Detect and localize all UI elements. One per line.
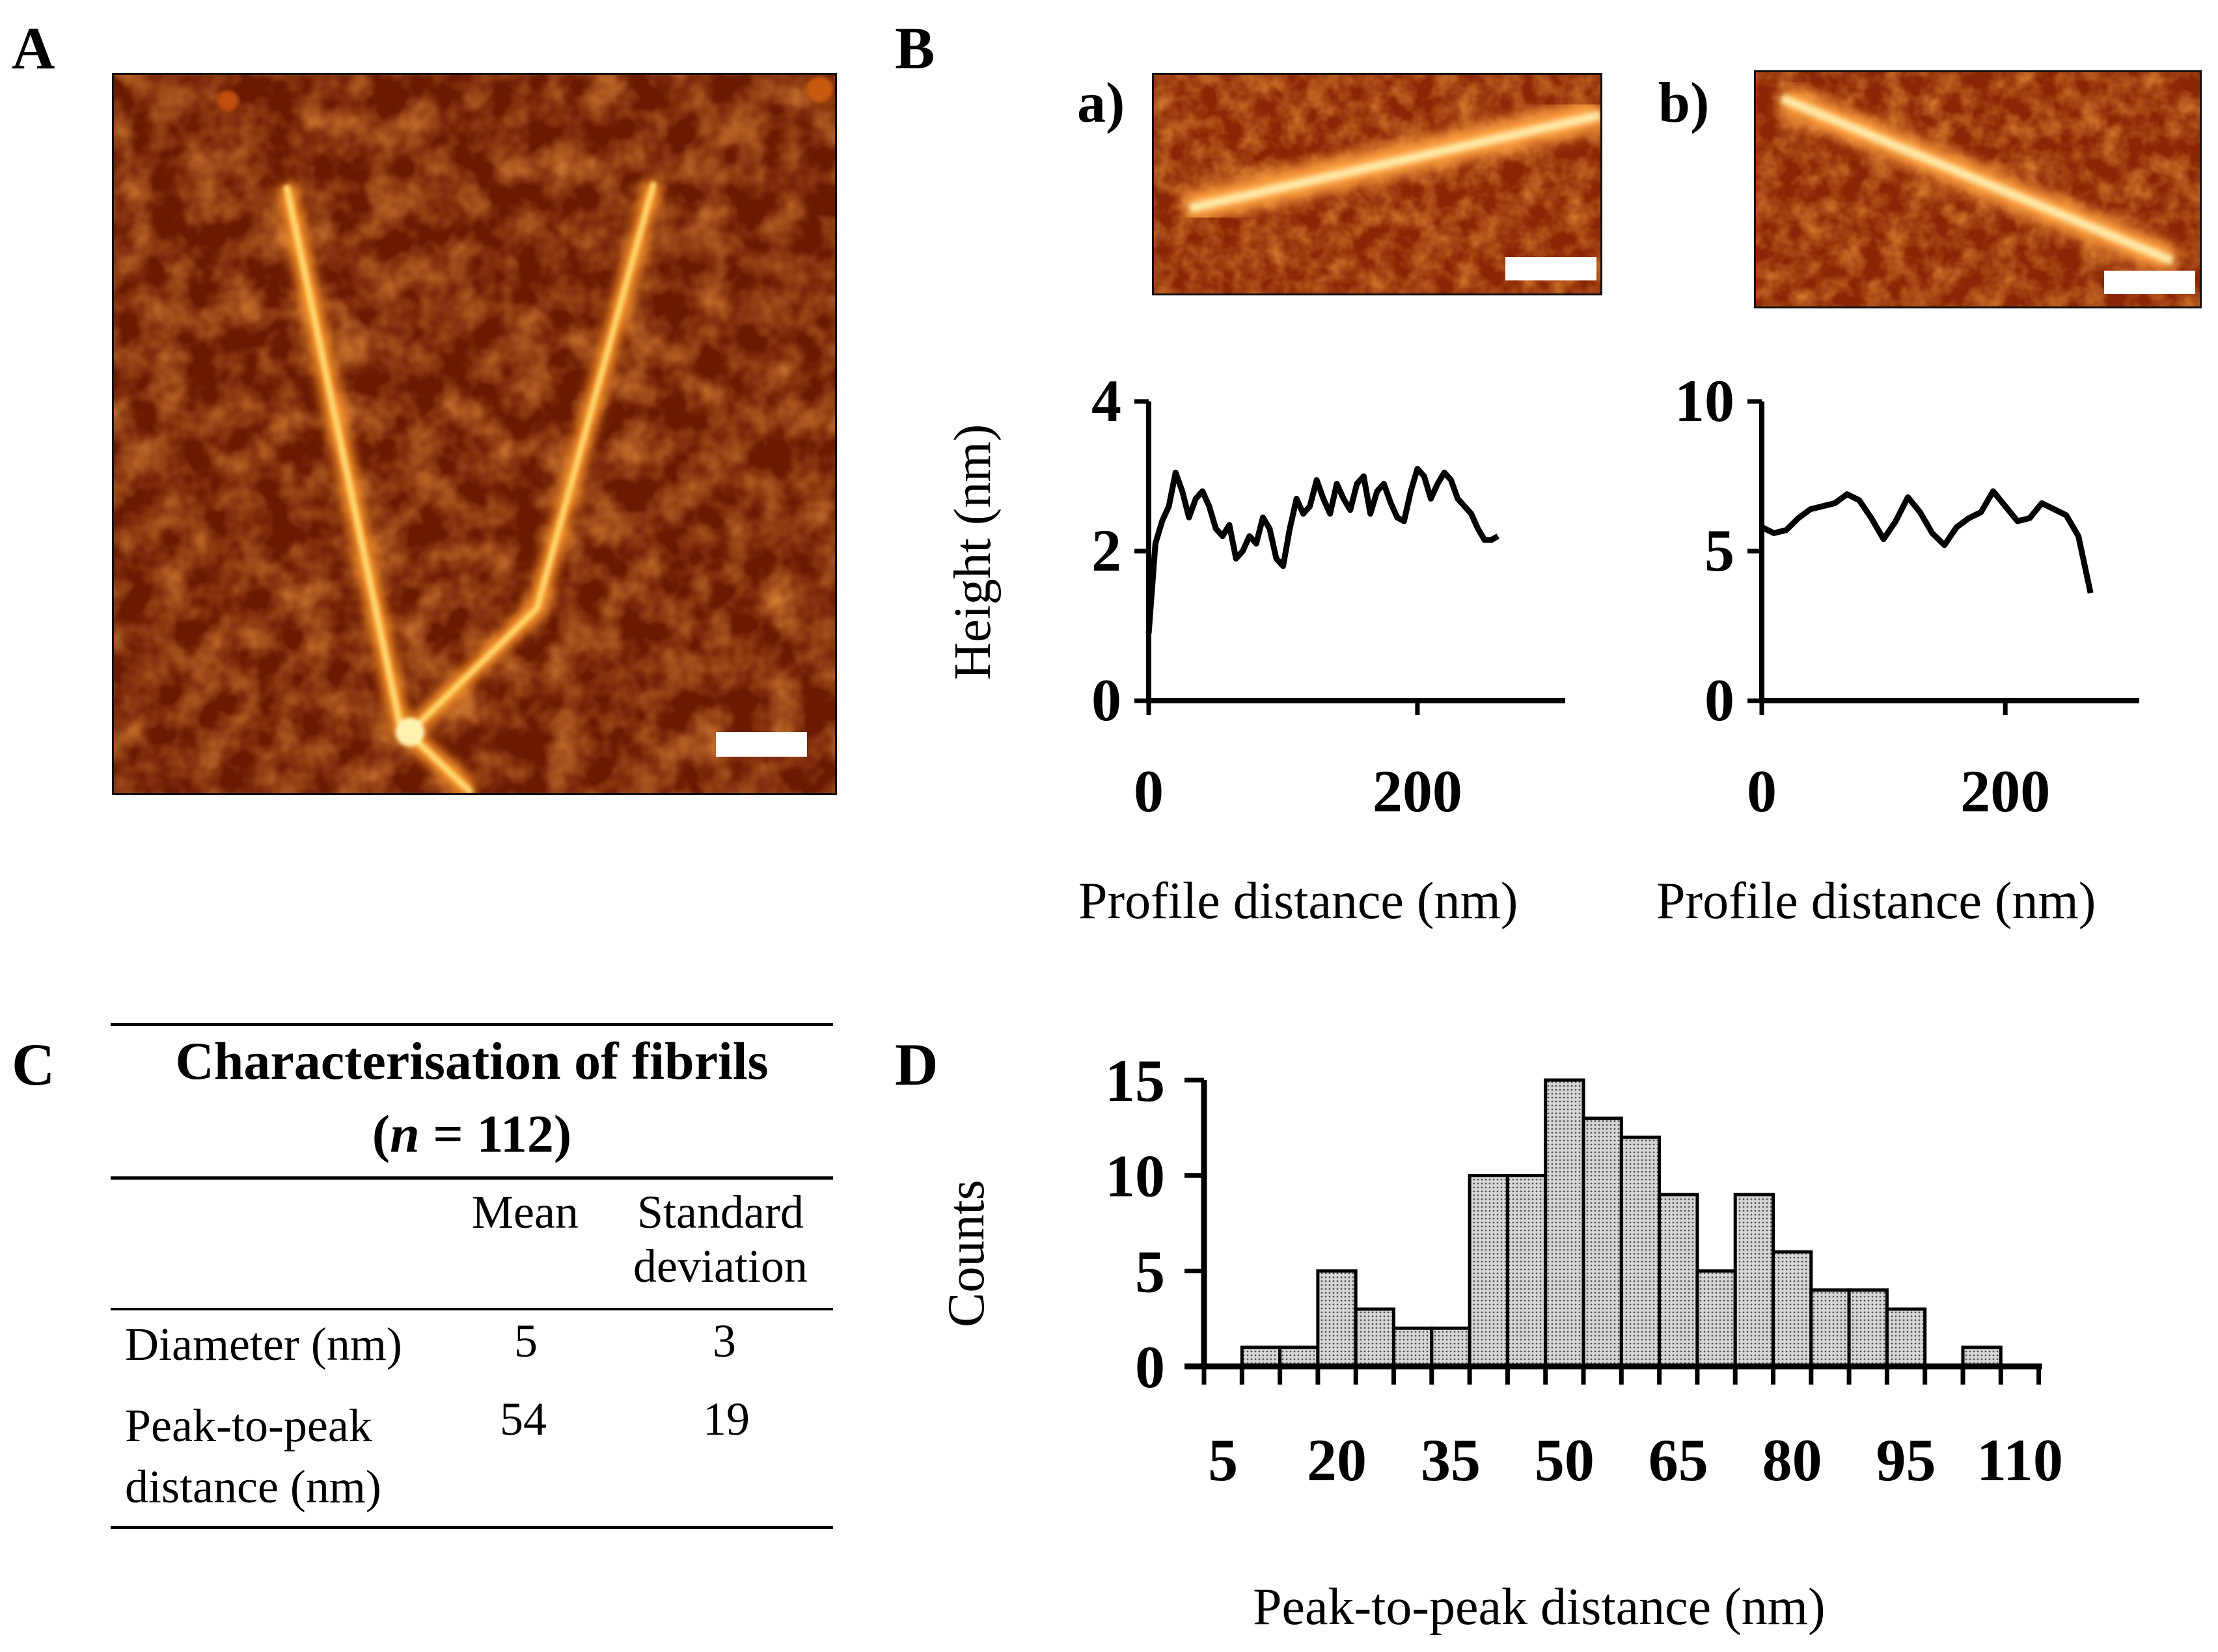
histogram-bar [1316, 1269, 1358, 1368]
panel-label-a: A [12, 15, 55, 81]
sub-label-a: a) [1077, 72, 1125, 135]
histogram-bar [1468, 1174, 1509, 1368]
histogram-bar [1809, 1288, 1851, 1368]
histogram-bar [1885, 1307, 1927, 1368]
y-tick-label: 10 [1105, 1143, 1165, 1210]
x-axis-label-b: Profile distance (nm) [1656, 873, 2096, 930]
row-label-peak-line1: Peak-to-peak [125, 1400, 372, 1452]
histogram-bar [1658, 1193, 1699, 1368]
afm-image-a [1152, 73, 1602, 295]
n-symbol: n [390, 1104, 420, 1163]
histogram-bar [1772, 1250, 1813, 1368]
row-mean-peak: 54 [500, 1393, 547, 1445]
histogram-bar [1581, 1117, 1623, 1368]
n-open: ( [372, 1104, 390, 1163]
table-top-rule [111, 1023, 833, 1026]
table-mid-rule [111, 1176, 833, 1180]
x-tick-label: 200 [1373, 758, 1462, 824]
row-sd-diameter: 3 [713, 1315, 736, 1367]
histogram-bar [1619, 1135, 1662, 1368]
table-bottom-rule [111, 1526, 833, 1529]
y-tick-label: 0 [1135, 1334, 1165, 1400]
row-label-diameter: Diameter (nm) [125, 1318, 402, 1370]
profile-plot-a: 0 2 4 0 200 [1091, 368, 1565, 824]
afm-image-b [1754, 70, 2202, 308]
x-tick-label: 65 [1649, 1427, 1708, 1493]
counts-axis-label: Counts [938, 1180, 995, 1327]
row-mean-diameter: 5 [514, 1315, 538, 1367]
y-tick-label: 5 [1135, 1238, 1165, 1305]
x-axis-label-a: Profile distance (nm) [1078, 873, 1518, 930]
scale-bar [716, 732, 807, 757]
x-tick-label: 20 [1307, 1427, 1367, 1493]
panel-label-b: B [895, 15, 935, 81]
column-header-sd-line1: Standard [637, 1186, 804, 1238]
y-tick-label: 0 [1705, 667, 1734, 733]
y-tick-label: 5 [1705, 517, 1734, 584]
x-tick-label: 35 [1421, 1427, 1481, 1493]
x-tick-label: 0 [1134, 758, 1164, 824]
row-sd-peak: 19 [703, 1393, 750, 1445]
histogram-bar [1544, 1078, 1585, 1368]
sub-label-b: b) [1658, 72, 1710, 135]
x-tick-label: 95 [1876, 1427, 1936, 1493]
table-header-rule [111, 1308, 833, 1310]
histogram-x-axis-label: Peak-to-peak distance (nm) [1253, 1578, 1826, 1636]
histogram-bar [1733, 1193, 1775, 1368]
row-label-peak-line2: distance (nm) [125, 1460, 381, 1513]
panel-label-d: D [895, 1031, 938, 1098]
histogram-bar [1695, 1269, 1737, 1368]
x-tick-label: 0 [1747, 758, 1777, 824]
afm-image-large [112, 73, 837, 795]
profile-line [1145, 466, 1500, 634]
table-title: Characterisation of fibrils [175, 1031, 769, 1090]
profile-line [1760, 488, 2094, 594]
x-tick-label: 5 [1208, 1427, 1238, 1493]
row-label-peak: Peak-to-peak distance (nm) [125, 1396, 381, 1517]
column-header-sd: Standard deviation [633, 1185, 808, 1293]
scale-bar [1505, 257, 1596, 280]
histogram-bar [1961, 1346, 2003, 1368]
table-sample-size: (n = 112) [111, 1107, 833, 1161]
height-axis-label: Height (nm) [944, 424, 1002, 680]
x-tick-label: 50 [1535, 1427, 1595, 1493]
y-tick-label: 0 [1091, 667, 1121, 733]
panel-label-c: C [12, 1031, 55, 1098]
x-tick-label: 80 [1762, 1427, 1822, 1493]
y-tick-label: 10 [1675, 368, 1734, 434]
x-tick-label: 200 [1960, 758, 2050, 824]
n-value: = 112) [419, 1104, 572, 1163]
histogram-bar [1847, 1288, 1889, 1368]
y-tick-label: 2 [1091, 517, 1121, 584]
y-tick-label: 15 [1105, 1048, 1165, 1114]
histogram-bar [1392, 1326, 1434, 1368]
histogram-bar [1505, 1174, 1548, 1368]
histogram-bar [1430, 1326, 1472, 1368]
profile-plot-b: 0 5 10 0 200 [1675, 368, 2139, 824]
column-header-sd-line2: deviation [633, 1239, 808, 1292]
column-header-mean: Mean [472, 1186, 579, 1238]
scale-bar [2104, 271, 2195, 294]
y-tick-label: 4 [1091, 368, 1121, 434]
x-tick-label: 110 [1977, 1427, 2063, 1493]
histogram-bar [1354, 1307, 1396, 1368]
